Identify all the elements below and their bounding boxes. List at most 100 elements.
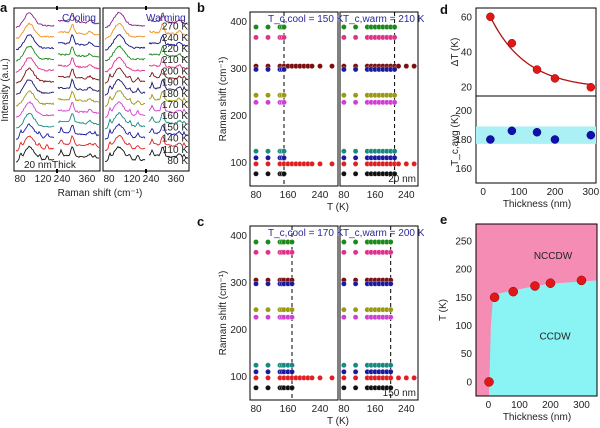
data-point-cooling [317,375,323,381]
panel-b-letter: b [197,0,205,15]
panel-d-top-ytick: 20 [461,83,473,94]
spectrum-warming-190k [104,67,189,84]
data-point-warming [391,171,398,177]
panel-d-top-ytick: 40 [461,48,473,59]
temperature-label: 180 K [162,89,188,100]
panel-d-xtick: 200 [547,187,564,198]
panel-d-delta-t-point [586,82,596,92]
data-point-cooling [253,171,259,177]
temperature-label: 170 K [162,100,188,111]
data-point-cooling [317,63,323,69]
panel-b-xtick-right: 240 [398,190,415,201]
data-point-cooling [265,161,271,167]
data-point-warming [352,306,359,313]
spectrum-warming-140k [104,123,189,140]
panel-e-transition-point [484,377,494,387]
spectrum-warming-220k [104,33,188,51]
panel-b-ytick: 200 [230,111,247,122]
data-point-warming [352,171,359,177]
data-point-warming [352,24,359,30]
spectrum-warming-210k [104,44,189,62]
panel-b-xlabel: T (K) [327,202,349,213]
temperature-label: 140 K [162,134,188,145]
data-point-warming [352,66,359,73]
panel-c-cooling-frame [249,225,339,401]
data-point-cooling [265,369,271,375]
panel-c-thickness-label: 150 nm [383,388,416,399]
data-point-cooling [309,161,315,167]
data-point-cooling [309,63,315,69]
data-point-warming [391,99,398,106]
data-point-warming [352,249,359,256]
data-point-warming [411,161,417,167]
data-point-warming [387,385,394,391]
panel-d-bottom-ytick: 160 [455,164,472,175]
data-point-warming [341,155,347,161]
spectrum-cooling-220k [15,33,99,51]
data-point-cooling [253,92,259,98]
data-point-cooling [253,34,259,41]
panel-c-ytick: 100 [230,372,247,383]
spectrum-cooling-150k [15,112,100,129]
panel-a-annotation-thick: Thick [52,160,77,171]
data-point-warming [341,249,347,256]
temperature-label: 200 K [162,66,188,77]
data-point-cooling [265,239,271,245]
panel-d-delta-t-point [550,74,560,83]
data-point-cooling [281,24,287,30]
panel-a-xtick-left: 240 [54,174,71,185]
panel-d-letter: d [440,2,448,17]
data-point-cooling [265,148,271,154]
data-point-warming [341,92,347,98]
data-point-cooling [253,369,259,375]
data-point-cooling [289,369,295,375]
panel-b-warming-frame [339,11,419,187]
panel-c-letter: c [197,214,204,229]
spectrum-warming-240k [104,23,189,40]
temperature-label: 150 K [162,122,188,133]
panel-b-ytick: 100 [230,158,247,169]
data-point-warming [411,63,417,69]
spectrum-cooling-240k [15,22,100,40]
panel-c-xtick-right: 80 [338,404,350,415]
panel-e-xtick: 200 [542,400,559,411]
data-point-cooling [281,66,287,73]
data-point-cooling [309,375,315,381]
data-point-cooling [265,92,271,98]
panel-d-tc-avg-point [486,135,495,144]
panel-c-xtick-right: 240 [398,404,415,415]
panel-b-xtick-left: 160 [280,190,297,201]
data-point-warming [403,375,410,381]
data-point-cooling [329,161,335,167]
spectrum-warming-110k [104,134,189,152]
region-ccdw [489,280,597,396]
data-point-cooling [281,155,287,161]
data-point-warming [403,161,410,167]
panel-e-ytick: 0 [466,377,472,388]
spectrum-warming-200k [104,56,189,73]
data-point-cooling [265,99,271,106]
data-point-warming [395,63,402,69]
panel-a-xtick-left: 360 [79,174,96,185]
data-point-warming [352,92,359,98]
data-point-cooling [265,314,271,320]
data-point-cooling [265,155,271,161]
data-point-cooling [253,314,259,320]
panel-e-ytick: 100 [455,321,472,332]
panel-d-top-ylabel: ΔT (K) [450,38,461,67]
data-point-warming [341,369,347,375]
data-point-warming [341,314,347,320]
panel-c-ylabel: Raman shift (cm⁻¹) [218,271,229,356]
data-point-warming [387,314,394,320]
data-point-cooling [281,99,287,106]
data-point-warming [341,171,347,177]
panel-d-top-ytick: 60 [461,12,473,23]
data-point-warming [352,314,359,320]
data-point-warming [352,239,359,245]
panel-c-xtick-left: 160 [280,404,297,415]
temperature-label: 110 K [163,145,189,156]
data-point-warming [387,362,394,368]
temperature-label: 240 K [162,33,188,44]
